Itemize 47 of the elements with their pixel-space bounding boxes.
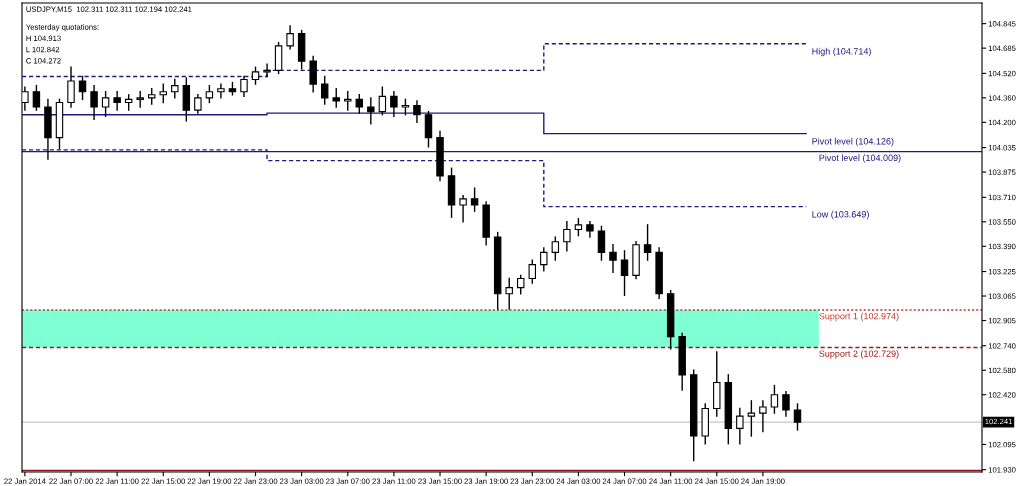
candlestick — [540, 247, 548, 272]
candlestick — [528, 259, 536, 284]
ref-line-label: Pivot level (104.009) — [819, 154, 901, 163]
candlestick — [67, 66, 75, 108]
candlestick — [320, 75, 329, 105]
annotation: Pivot level (104.126) — [812, 137, 894, 147]
candlestick — [263, 63, 271, 78]
candlestick — [90, 84, 98, 120]
candlestick — [78, 75, 87, 101]
candlestick — [240, 75, 248, 98]
candlestick — [597, 225, 606, 261]
candlestick — [32, 84, 41, 111]
candlestick — [217, 83, 225, 99]
candlestick — [470, 187, 479, 212]
candlestick — [390, 91, 398, 117]
candlestick — [551, 236, 560, 261]
candlestick — [759, 400, 767, 433]
candlestick — [171, 78, 179, 99]
candlestick — [367, 97, 375, 125]
candlestick — [620, 250, 629, 296]
candlestick — [505, 277, 513, 310]
candlestick — [344, 91, 352, 111]
candlestick — [747, 400, 756, 437]
candlestick — [782, 390, 790, 417]
candlestick — [643, 224, 652, 261]
candlestick — [413, 100, 421, 124]
candlestick — [563, 221, 571, 252]
annotation: High (104.714) — [812, 47, 871, 57]
candlestick — [378, 86, 387, 116]
annotation: Low (103.649) — [812, 210, 869, 220]
candlestick — [736, 407, 744, 445]
candlestick — [194, 94, 202, 114]
candlestick — [517, 274, 525, 295]
candlestick — [332, 87, 340, 108]
ref-line-label: Support 1 (102.974) — [819, 312, 899, 322]
candlestick — [459, 195, 467, 223]
candlestick — [609, 244, 617, 274]
candlestick — [770, 384, 779, 414]
candlestick — [159, 83, 167, 104]
candlestick — [101, 91, 110, 117]
candlestick — [113, 91, 121, 111]
ref-line-label: Support 2 (102.729) — [819, 350, 899, 359]
candlestick — [309, 55, 317, 93]
candlestick — [424, 110, 433, 148]
candlestick — [286, 25, 294, 50]
candlestick — [355, 94, 364, 114]
candlestick — [793, 403, 802, 431]
